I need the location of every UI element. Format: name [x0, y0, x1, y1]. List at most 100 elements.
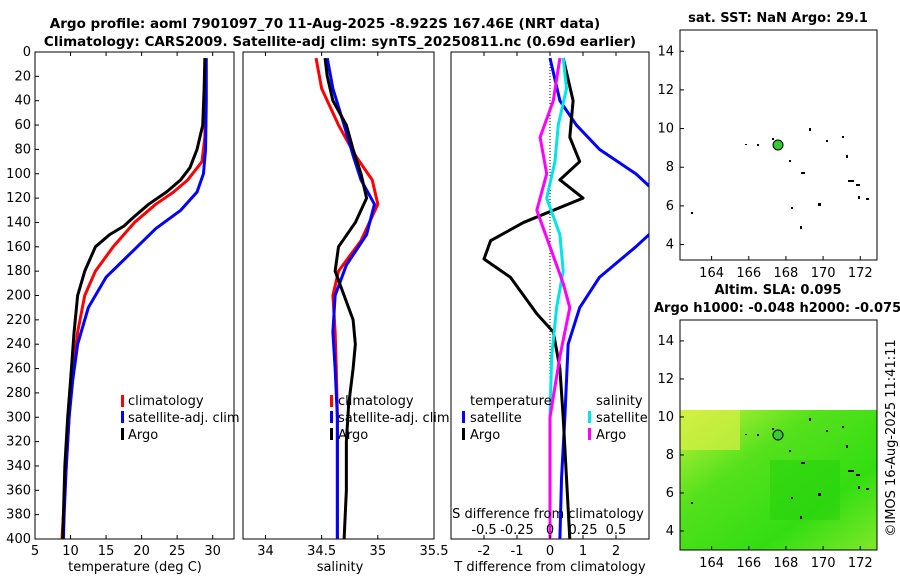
- sla-map-y-axis: 4 6 8 10 12 14: [657, 334, 684, 539]
- sla-x-tick-label-0: 164: [699, 556, 724, 571]
- sal-legend-label-satellite-adj-clim: satellite-adj. clim: [338, 411, 450, 426]
- sal-legend-swatch-satellite-adj-clim: [330, 411, 333, 423]
- x-tick-label-difference-1: -1: [511, 544, 524, 559]
- series-line-temperature-2: [61, 58, 207, 539]
- y-tick-label-6: 120: [6, 191, 31, 206]
- diff-legend-swatch-sal-argo: [588, 428, 591, 440]
- depth-axis: 0 20 40 60 80 100 120 140 160 180 200 220 240 260 280 3…: [6, 45, 39, 547]
- y-tick-label-4: 80: [14, 142, 31, 157]
- sla-y-tick-label-0: 4: [666, 524, 674, 539]
- sla-float-marker: [772, 429, 784, 441]
- sst-x-tick-label-4: 172: [848, 266, 873, 281]
- sst-y-tick-label-4: 12: [657, 83, 674, 98]
- sst-y-tick-label-5: 14: [657, 44, 674, 59]
- y-tick-label-19: 380: [6, 508, 31, 523]
- legend-label-satellite-adj-clim: satellite-adj. clim: [128, 411, 240, 426]
- y-tick-label-10: 200: [6, 289, 31, 304]
- x-tick-label-temperature-1: 10: [62, 544, 79, 559]
- legend-swatch-argo: [121, 428, 124, 440]
- sla-x-tick-label-4: 172: [848, 556, 873, 571]
- y-tick-label-0: 0: [23, 45, 31, 60]
- difference-legend: temperature salinity satellite Argo sate…: [462, 394, 648, 443]
- s-tick-label-4: 0.5: [606, 523, 627, 538]
- temperature-panel: 0 20 40 60 80 100 120 140 160 180 200 220 240 260 280 3…: [6, 45, 239, 575]
- x-tick-label-temperature-5: 30: [204, 544, 221, 559]
- y-tick-label-12: 240: [6, 337, 31, 352]
- sst-float-marker: [772, 139, 784, 151]
- sla-map-title: Altim. SLA: 0.095: [715, 283, 842, 298]
- x-tick-label-salinity-3: 35.5: [420, 544, 449, 559]
- sla-field-patch-dark: [770, 460, 840, 520]
- diff-legend-label-sal-argo: Argo: [596, 428, 626, 443]
- sla-y-tick-label-3: 10: [657, 410, 674, 425]
- sst-y-tick-label-2: 8: [666, 160, 674, 175]
- legend-label-argo: Argo: [128, 428, 158, 443]
- sal-legend-label-argo: Argo: [338, 428, 368, 443]
- y-tick-label-13: 260: [6, 362, 31, 377]
- sla-field-patch: [680, 410, 740, 450]
- sst-y-tick-label-0: 4: [666, 238, 674, 253]
- sst-map-x-axis: 164 166 168 170 172: [699, 256, 873, 281]
- series-line-difference-0: [548, 57, 649, 539]
- x-tick-label-difference-2: 0: [546, 544, 554, 559]
- sst-x-tick-label-0: 164: [699, 266, 724, 281]
- salinity-xlabel: salinity: [317, 560, 364, 575]
- y-tick-label-7: 140: [6, 215, 31, 230]
- series-line-difference-2: [545, 57, 568, 539]
- y-tick-label-18: 360: [6, 483, 31, 498]
- x-tick-label-temperature-2: 15: [98, 544, 115, 559]
- diff-legend-swatch-temp-satellite: [462, 411, 465, 423]
- diff-legend-label-temp-satellite: satellite: [470, 411, 522, 426]
- sst-map-panel: sat. SST: NaN Argo: 29.1 164 166 168 170 172…: [657, 11, 878, 281]
- t-difference-x-axis: -2 -1 0 1 2: [478, 52, 620, 559]
- sla-map-panel: Altim. SLA: 0.095 Argo h1000: -0.048 h20…: [654, 283, 900, 571]
- salinity-legend: climatology satellite-adj. clim Argo: [330, 394, 450, 443]
- diff-legend-label-temp-argo: Argo: [470, 428, 500, 443]
- sal-legend-swatch-argo: [330, 428, 333, 440]
- sal-legend-swatch-climatology: [330, 395, 333, 407]
- figure-title-line1: Argo profile: aoml 7901097_70 11-Aug-202…: [50, 16, 600, 32]
- sla-y-tick-label-5: 14: [657, 334, 674, 349]
- sla-y-tick-label-4: 12: [657, 372, 674, 387]
- y-tick-label-15: 300: [6, 410, 31, 425]
- sla-map-subtitle: Argo h1000: -0.048 h2000: -0.075: [654, 301, 900, 316]
- series-line-difference-3: [535, 57, 572, 539]
- sla-y-tick-label-2: 8: [666, 448, 674, 463]
- s-difference-tick-labels: -0.5 -0.25 0 0.25 0.5: [471, 523, 626, 538]
- sst-x-tick-label-3: 170: [811, 266, 836, 281]
- series-line-salinity-2: [323, 57, 369, 539]
- s-tick-label-1: -0.25: [500, 523, 534, 538]
- legend-title-salinity: salinity: [596, 394, 643, 409]
- legend-swatch-climatology: [121, 395, 124, 407]
- series-line-salinity-1: [325, 57, 376, 539]
- y-tick-label-17: 340: [6, 459, 31, 474]
- figure-title-line2: Climatology: CARS2009. Satellite-adj cli…: [44, 34, 636, 50]
- sst-map-y-axis: 4 6 8 10 12 14: [657, 44, 684, 253]
- y-tick-label-2: 40: [14, 94, 31, 109]
- y-tick-label-14: 280: [6, 386, 31, 401]
- sst-x-tick-label-2: 168: [774, 266, 799, 281]
- sst-y-tick-label-1: 6: [666, 199, 674, 214]
- y-tick-label-9: 180: [6, 264, 31, 279]
- x-tick-label-temperature-4: 25: [169, 544, 186, 559]
- sst-map-title: sat. SST: NaN Argo: 29.1: [688, 11, 868, 26]
- y-tick-label-20: 400: [6, 532, 31, 547]
- x-tick-label-difference-0: -2: [478, 544, 491, 559]
- sla-x-tick-label-1: 166: [736, 556, 761, 571]
- s-tick-label-0: -0.5: [471, 523, 496, 538]
- legend-title-temperature: temperature: [470, 394, 552, 409]
- sal-legend-label-climatology: climatology: [338, 394, 414, 409]
- y-tick-label-11: 220: [6, 313, 31, 328]
- sla-map-frame-outline: [679, 319, 878, 551]
- y-tick-label-5: 100: [6, 167, 31, 182]
- t-difference-xlabel: T difference from climatology: [453, 560, 646, 575]
- diff-legend-swatch-temp-argo: [462, 428, 465, 440]
- s-tick-label-3: 0.25: [569, 523, 598, 538]
- difference-panel: -2 -1 0 1 2 -0.5 -0.25 0 0.25 0.5 S difference f…: [450, 51, 650, 575]
- sla-x-tick-label-3: 170: [811, 556, 836, 571]
- diff-legend-label-sal-satellite: satellite: [596, 411, 648, 426]
- x-tick-label-difference-4: 2: [612, 544, 620, 559]
- sla-land-islands: [691, 418, 869, 519]
- sst-x-tick-label-1: 166: [736, 266, 761, 281]
